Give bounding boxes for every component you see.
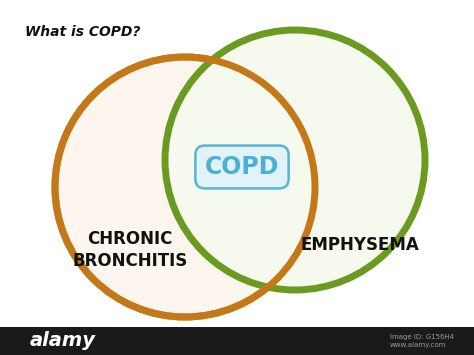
Text: COPD: COPD [205,155,279,179]
Bar [0,327,474,355]
Text: What is COPD?: What is COPD? [25,25,140,39]
Text: Image ID: G156H4
www.alamy.com: Image ID: G156H4 www.alamy.com [390,334,454,348]
Text: alamy: alamy [30,332,96,350]
Text: CHRONIC
BRONCHITIS: CHRONIC BRONCHITIS [73,230,188,270]
Circle shape [165,30,425,290]
Circle shape [55,57,315,317]
Text: EMPHYSEMA: EMPHYSEMA [301,236,419,254]
